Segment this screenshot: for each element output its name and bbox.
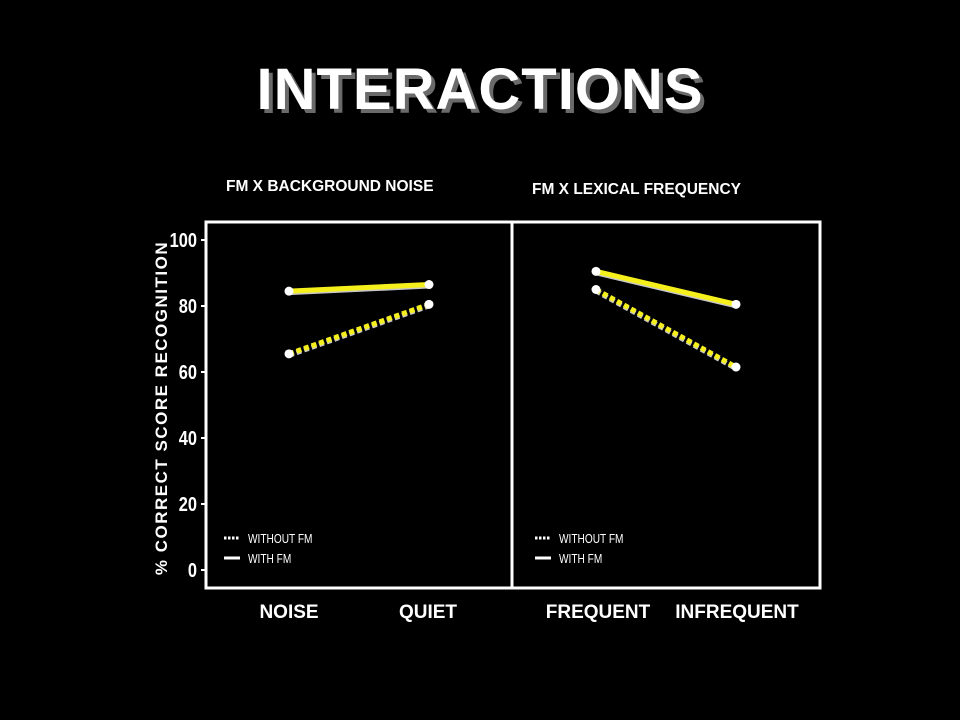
series-line <box>595 268 737 307</box>
legend-label: WITH FM <box>559 552 602 566</box>
y-tick-label: 40 <box>179 426 197 449</box>
legend-label: WITHOUT FM <box>559 532 624 546</box>
data-point <box>284 286 294 296</box>
y-tick-label: 80 <box>179 294 197 317</box>
series-line <box>288 282 430 294</box>
y-tick-label: 0 <box>188 558 197 581</box>
data-point <box>284 349 294 359</box>
data-point <box>731 299 741 309</box>
data-point <box>591 285 601 294</box>
legend-label: WITH FM <box>248 552 291 566</box>
x-category-label: QUIET <box>399 602 457 623</box>
panel-title-lexical-frequency: FM X LEXICAL FREQUENCY <box>532 181 741 198</box>
y-tick-label: 20 <box>179 492 197 515</box>
data-point <box>424 299 434 309</box>
y-tick-label: 60 <box>179 360 197 383</box>
slide-title: INTERACTIONS <box>256 57 704 122</box>
series-line <box>288 301 430 357</box>
data-point <box>731 362 741 372</box>
x-category-label: NOISE <box>259 602 318 623</box>
data-point <box>591 266 601 276</box>
y-axis-title: % CORRECT SCORE RECOGNITION <box>152 241 171 575</box>
y-tick-label: 100 <box>170 228 197 251</box>
x-category-label: INFREQUENT <box>675 602 799 623</box>
series-line <box>594 287 738 370</box>
data-point <box>424 280 434 290</box>
x-category-label: FREQUENT <box>546 602 651 623</box>
legend-label: WITHOUT FM <box>248 532 313 546</box>
panel-title-background-noise: FM X BACKGROUND NOISE <box>226 178 434 195</box>
